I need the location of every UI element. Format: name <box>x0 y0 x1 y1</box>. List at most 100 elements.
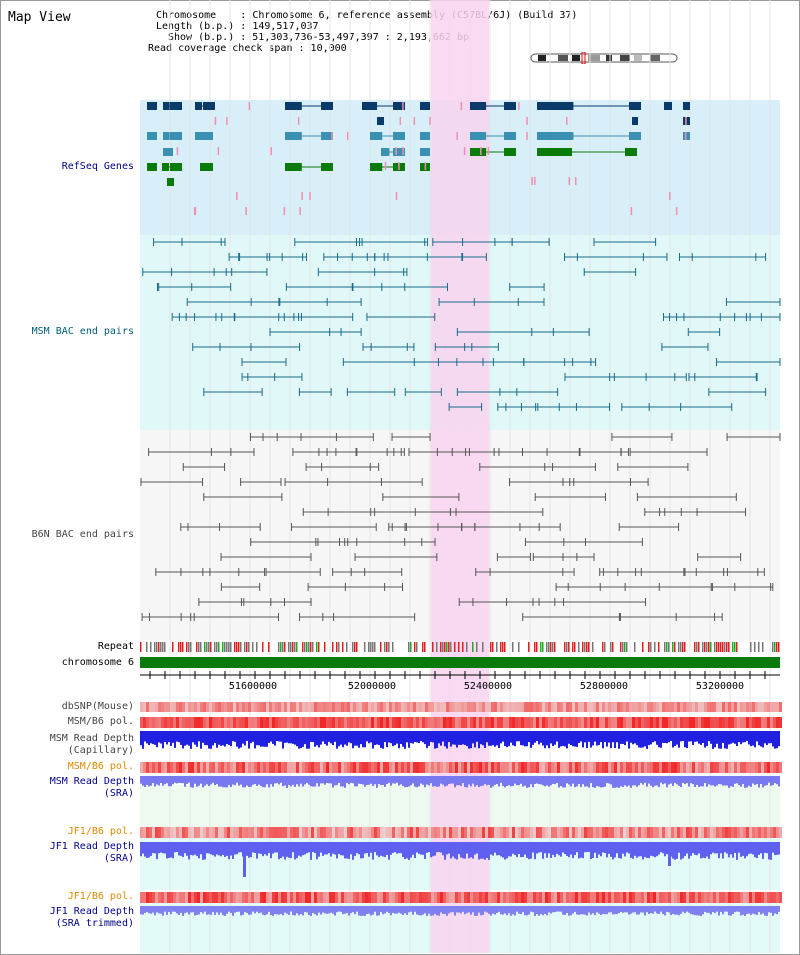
jf1-sra-depth <box>714 842 716 854</box>
msm-sra-depth <box>644 776 646 783</box>
dbsnp-heat <box>716 702 719 712</box>
jf1-trim-depth <box>708 906 710 913</box>
label-msm-bac[interactable]: MSM BAC end pairs <box>31 326 134 337</box>
msm-cap-depth <box>152 731 154 745</box>
gene-pink-mark <box>463 147 466 155</box>
dbsnp-heat <box>242 702 245 712</box>
jf1-pol-heat <box>719 827 722 838</box>
label-jf1-depth-trimmed[interactable]: JF1 Read Depth (SRA trimmed) <box>49 906 134 929</box>
jf1-sra-depth <box>512 842 514 854</box>
jf1-sra-depth <box>710 842 712 855</box>
jf1-pol2-heat <box>578 892 581 903</box>
dbsnp-heat <box>203 702 206 712</box>
gene-exon <box>625 148 637 156</box>
msm-pol-heat <box>389 717 392 728</box>
jf1-trim-depth <box>288 906 290 915</box>
chromosome-ideogram[interactable] <box>530 52 680 64</box>
dbsnp-heat <box>455 702 458 712</box>
msm-cap-depth <box>676 731 678 745</box>
label-msm-b6-pol-2[interactable]: MSM/B6 pol. <box>67 761 134 772</box>
gene-pink-mark <box>480 147 482 155</box>
jf1-sra-depth <box>582 842 584 859</box>
jf1-pol2-heat <box>353 892 356 903</box>
jf1-sra-depth <box>294 842 296 860</box>
msm-pol-heat <box>686 717 689 728</box>
label-dbsnp[interactable]: dbSNP(Mouse) <box>61 701 134 712</box>
msm-cap-depth <box>628 731 630 749</box>
jf1-trim-depth <box>610 906 612 913</box>
jf1-pol-heat <box>329 827 332 838</box>
jf1-pol-heat <box>410 827 413 838</box>
axis-tick-label: 51600000 <box>229 681 277 692</box>
label-repeat[interactable]: Repeat <box>97 641 134 652</box>
msm-pol-heat <box>410 717 413 728</box>
jf1-pol2-heat <box>671 892 674 903</box>
jf1-pol2-heat <box>368 892 371 903</box>
jf1-trim-depth <box>226 906 228 914</box>
msm-sra-depth <box>742 776 744 785</box>
jf1-pol-heat <box>419 827 422 838</box>
msm-pol2-heat <box>749 762 752 773</box>
jf1-pol-heat <box>314 827 317 838</box>
msm-cap-depth <box>754 731 756 748</box>
label-msm-b6-pol-1[interactable]: MSM/B6 pol. <box>67 716 134 727</box>
jf1-sra-depth <box>370 842 372 853</box>
label-msm-depth-capillary[interactable]: MSM Read Depth (Capillary) <box>49 733 134 756</box>
msm-pol-heat <box>773 717 776 728</box>
label-jf1-b6-pol-1[interactable]: JF1/B6 pol. <box>67 826 134 837</box>
gene-pink-mark <box>245 207 247 215</box>
msm-cap-depth <box>746 731 748 741</box>
msm-cap-depth <box>236 731 238 747</box>
msm-cap-depth <box>770 731 772 744</box>
msm-cap-depth <box>254 731 256 749</box>
msm-pol2-heat <box>701 762 704 773</box>
repeat-mark <box>672 642 674 652</box>
msm-pol-heat <box>173 717 176 728</box>
dbsnp-heat <box>608 702 611 712</box>
msm-cap-depth <box>316 731 318 746</box>
msm-pol-heat <box>233 717 236 728</box>
msm-cap-depth <box>436 731 438 749</box>
jf1-pol2-heat <box>347 892 350 903</box>
msm-cap-depth <box>584 731 586 743</box>
dbsnp-heat <box>239 702 242 712</box>
msm-sra-depth <box>354 776 356 787</box>
msm-cap-depth <box>432 731 434 743</box>
jf1-trim-depth <box>734 906 736 913</box>
msm-sra-depth <box>152 776 154 784</box>
jf1-pol2-heat <box>764 892 767 903</box>
label-jf1-depth-sra[interactable]: JF1 Read Depth (SRA) <box>49 841 134 864</box>
jf1-trim-depth <box>328 906 330 914</box>
repeat-mark <box>160 642 162 652</box>
msm-pol2-heat <box>746 762 749 773</box>
label-b6n-bac[interactable]: B6N BAC end pairs <box>31 529 134 540</box>
jf1-sra-depth <box>224 842 226 858</box>
msm-sra-depth <box>684 776 686 785</box>
gene-pink-mark <box>456 132 458 140</box>
msm-sra-depth <box>298 776 300 787</box>
jf1-pol-heat <box>521 827 524 838</box>
msm-pol-heat <box>662 717 665 728</box>
msm-pol2-heat <box>572 762 575 773</box>
repeat-mark <box>236 642 238 652</box>
msm-pol-heat <box>728 717 731 728</box>
label-refseq-genes[interactable]: RefSeq Genes <box>61 161 134 172</box>
jf1-trim-depth <box>636 906 638 915</box>
msm-cap-depth <box>408 731 410 748</box>
msm-cap-depth <box>554 731 556 745</box>
label-jf1-b6-pol-2[interactable]: JF1/B6 pol. <box>67 891 134 902</box>
jf1-trim-depth <box>276 906 278 915</box>
label-chromosome[interactable]: chromosome 6 <box>61 657 134 668</box>
msm-cap-depth <box>650 731 652 745</box>
msm-pol-heat <box>140 717 143 728</box>
jf1-pol2-heat <box>314 892 317 903</box>
msm-pol2-heat <box>767 762 770 773</box>
dbsnp-heat <box>539 702 542 712</box>
msm-cap-depth <box>268 731 270 743</box>
label-msm-depth-sra[interactable]: MSM Read Depth (SRA) <box>49 776 134 799</box>
msm-pol2-heat <box>347 762 350 773</box>
dbsnp-heat <box>746 702 749 712</box>
msm-pol2-heat <box>344 762 347 773</box>
repeat-mark <box>318 642 320 652</box>
jf1-sra-depth <box>348 842 350 859</box>
